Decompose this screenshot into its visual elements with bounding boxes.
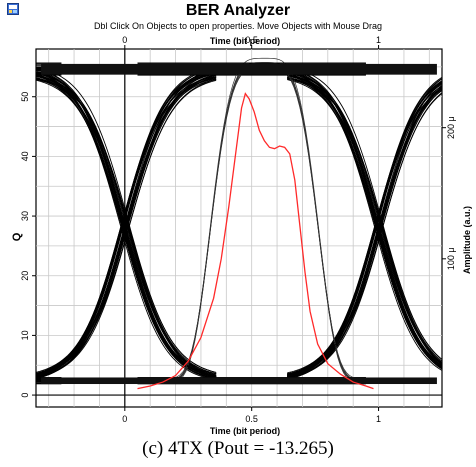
y-tick-label: 30 <box>20 211 30 221</box>
eye-trace-rising <box>36 76 217 376</box>
right-tick-label: 200 μ <box>446 116 456 139</box>
x-tick-label-bottom: 0.5 <box>245 414 258 424</box>
eye-trace-falling <box>36 67 217 373</box>
y-tick-label: 40 <box>20 151 30 161</box>
x-tick-label-top: 1 <box>376 35 381 45</box>
x-tick-label-bottom: 0 <box>122 414 127 424</box>
window-title: BER Analyzer <box>185 2 291 19</box>
low-rail-band <box>41 377 437 385</box>
eye-trace-falling <box>287 66 442 361</box>
eye-traces <box>36 57 442 385</box>
y-tick-label: 50 <box>20 92 30 102</box>
x-axis-label-top: Time (bit period) <box>210 36 280 46</box>
analyzer-app-icon <box>7 3 19 15</box>
eye-trace-falling <box>287 74 442 372</box>
eye-trace-rising <box>36 67 217 374</box>
x-tick-label-bottom: 1 <box>376 414 381 424</box>
q-factor-curve <box>137 92 374 390</box>
eye-trace-rising <box>287 80 442 375</box>
y-tick-label: 10 <box>20 330 30 340</box>
x-axis-label-bottom: Time (bit period) <box>210 426 280 436</box>
high-rail-band <box>41 63 437 75</box>
right-tick-label: 100 μ <box>446 247 456 270</box>
eye-trace-rising <box>287 89 442 376</box>
window-hint-text: Dbl Click On Objects to open properties.… <box>93 21 383 31</box>
x-tick-label-top: 0 <box>122 35 127 45</box>
y-tick-label: 0 <box>20 393 30 398</box>
eye-trace-falling <box>287 75 442 362</box>
y-axis-label-left: Q <box>11 232 23 241</box>
y-tick-label: 20 <box>20 271 30 281</box>
x-tick-label-top: 0.5 <box>245 35 258 45</box>
eye-trace-falling <box>36 76 217 375</box>
figure-caption: (c) 4TX (Pout = -13.265) <box>142 438 334 459</box>
y-axis-label-right: Amplitude (a.u.) <box>462 206 472 274</box>
